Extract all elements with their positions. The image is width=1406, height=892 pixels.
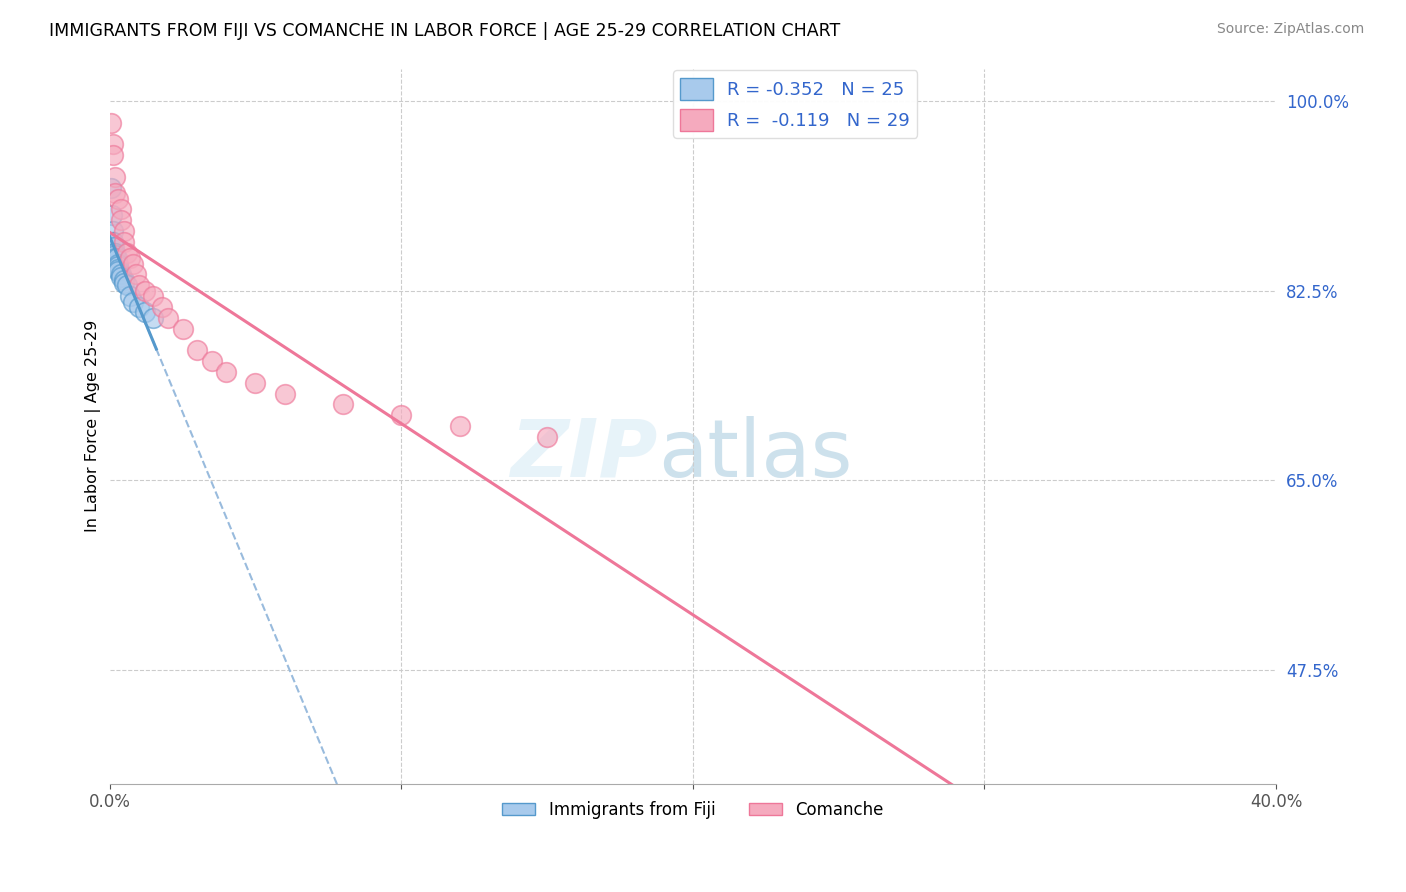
Point (122, 256, 145, 270)
Point (115, 278, 138, 293)
Point (103, 245, 125, 260)
Point (112, 273, 135, 287)
Point (107, 264, 129, 278)
Point (172, 321, 194, 335)
Point (101, 224, 124, 238)
Point (134, 284, 156, 298)
Point (104, 169, 127, 184)
Text: atlas: atlas (658, 416, 852, 494)
Point (118, 251, 141, 265)
Point (150, 300, 173, 314)
Point (112, 276, 135, 290)
Point (215, 365, 238, 379)
Point (100, 116, 122, 130)
Point (449, 419, 471, 434)
Point (115, 245, 138, 260)
Text: IMMIGRANTS FROM FIJI VS COMANCHE IN LABOR FORCE | AGE 25-29 CORRELATION CHART: IMMIGRANTS FROM FIJI VS COMANCHE IN LABO… (49, 22, 841, 40)
Point (107, 259, 129, 273)
Point (142, 289, 165, 303)
Point (104, 186, 127, 201)
Point (332, 397, 354, 411)
Point (110, 213, 132, 227)
Point (103, 240, 125, 254)
Point (110, 268, 132, 282)
Point (134, 305, 156, 319)
Point (122, 294, 145, 309)
Point (186, 343, 208, 358)
Legend: Immigrants from Fiji, Comanche: Immigrants from Fiji, Comanche (495, 794, 890, 825)
Point (101, 235, 124, 249)
Point (101, 137, 124, 152)
Point (201, 354, 224, 368)
Point (107, 256, 129, 270)
Point (110, 269, 132, 284)
Point (100, 180, 122, 194)
Point (128, 300, 150, 314)
Point (101, 235, 124, 249)
Point (104, 251, 127, 265)
Point (107, 192, 129, 206)
Text: ZIP: ZIP (510, 416, 658, 494)
Point (536, 430, 558, 444)
Point (107, 262, 129, 277)
Point (101, 208, 124, 222)
Point (142, 310, 165, 325)
Point (389, 409, 412, 423)
Point (101, 148, 124, 162)
Point (112, 224, 135, 238)
Point (112, 235, 135, 249)
Point (125, 268, 148, 282)
Point (110, 202, 132, 217)
Point (245, 376, 267, 390)
Point (105, 251, 128, 265)
Point (128, 278, 150, 293)
Point (273, 386, 295, 401)
Y-axis label: In Labor Force | Age 25-29: In Labor Force | Age 25-29 (86, 320, 101, 533)
Point (118, 289, 141, 303)
Point (104, 248, 127, 262)
Text: Source: ZipAtlas.com: Source: ZipAtlas.com (1216, 22, 1364, 37)
Point (104, 245, 127, 260)
Point (156, 310, 179, 325)
